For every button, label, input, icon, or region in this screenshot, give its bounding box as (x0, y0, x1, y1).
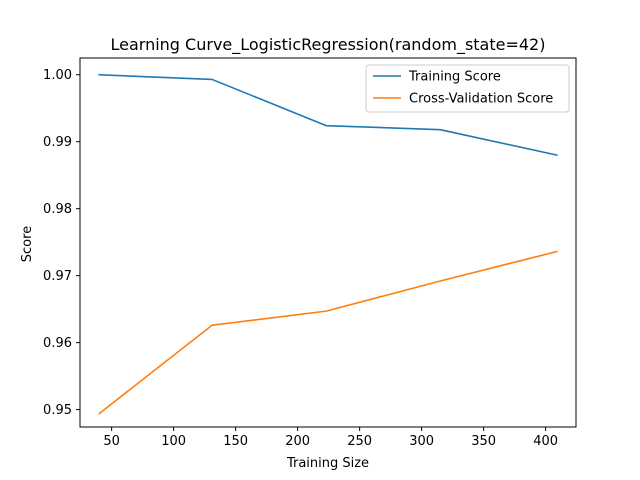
y-tick-label: 0.99 (43, 135, 72, 150)
x-tick-label: 50 (103, 434, 120, 449)
y-tick-label: 0.98 (43, 202, 72, 217)
plot-frame (79, 57, 577, 428)
x-axis-label: Training Size (286, 456, 369, 471)
series-line-1 (98, 250, 558, 415)
y-tick-label: 0.95 (43, 403, 72, 418)
x-tick-label: 200 (285, 434, 310, 449)
x-tick-label: 350 (471, 434, 496, 449)
y-axis-label: Score (20, 226, 35, 262)
legend: Training Score Cross-Validation Score (365, 64, 570, 113)
x-tick-label: 150 (223, 434, 248, 449)
series-line-0 (98, 73, 558, 157)
chart-title: Learning Curve_LogisticRegression(random… (111, 35, 546, 55)
x-tick-label: 300 (409, 434, 434, 449)
plot-area: 50 100 150 200 250 300 350 400 0.95 0.96 0.97 0.98 0… (43, 57, 577, 449)
legend-box (365, 64, 570, 113)
x-tick-label: 250 (347, 434, 372, 449)
x-tick-label: 100 (161, 434, 186, 449)
y-tick-label: 0.97 (43, 269, 72, 284)
y-tick-label: 0.96 (43, 336, 72, 351)
x-tick-label: 400 (533, 434, 558, 449)
y-tick-label: 1.00 (43, 68, 72, 83)
legend-label-1: Cross-Validation Score (409, 92, 553, 107)
legend-label-0: Training Score (408, 70, 501, 85)
